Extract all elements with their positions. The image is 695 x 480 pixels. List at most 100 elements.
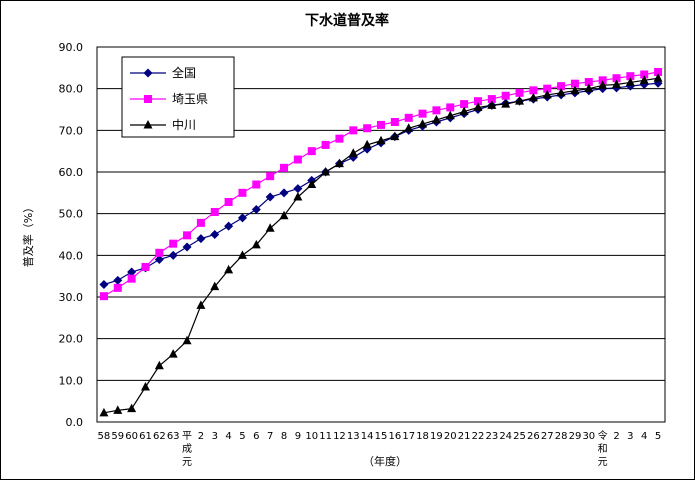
data-point-diamond [196,234,206,244]
x-tick-label: 3 [627,431,633,442]
data-point-triangle [196,300,206,309]
data-point-square [155,248,164,257]
x-tick-label: 24 [499,431,512,442]
legend-item: 全国 [130,65,196,80]
x-tick-label: 5 [655,431,661,442]
x-tick-label: 2 [613,431,619,442]
data-point-triangle [251,239,261,249]
data-point-square [144,95,152,103]
data-point-triangle [639,75,649,84]
y-tick-label: 40.0 [59,249,84,262]
y-tick-label: 90.0 [59,41,84,54]
data-point-triangle [570,85,580,95]
x-tick-label: 19 [430,431,443,442]
data-point-triangle [127,403,137,413]
data-point-diamond [293,184,303,194]
legend-item: 中川 [130,117,196,132]
legend-item: 埼玉県 [130,92,208,106]
data-point-triangle [459,106,469,116]
data-point-square [543,84,552,93]
x-tick-label: 23 [485,431,498,442]
data-point-triangle [140,382,150,391]
chart-title: 下水道普及率 [305,12,389,29]
data-point-triangle [473,102,483,111]
x-tick-label: 59 [111,431,124,442]
data-point-square [487,95,496,104]
data-point-triangle [99,407,109,417]
data-point-triangle [113,405,123,414]
data-point-square [529,86,538,95]
data-point-triangle [321,167,331,176]
data-point-square [460,100,469,109]
data-point-triangle [625,77,635,86]
y-axis-label: 普及率（%） [21,202,35,267]
data-point-square [515,88,524,97]
data-point-triangle [348,148,358,157]
data-point-triangle [362,139,372,149]
x-tick-label: 21 [458,431,471,442]
x-tick-label: 22 [472,431,485,442]
x-tick-label: 6 [253,431,259,442]
y-tick-label: 50.0 [59,208,84,221]
data-point-diamond [210,230,220,239]
x-tick-label: 58 [98,431,111,442]
data-point-triangle [182,335,192,345]
x-tick-label: 10 [305,431,318,442]
x-tick-label: 平 [182,431,192,442]
data-point-square [335,134,344,143]
plot-frame [96,46,666,423]
data-point-triangle [528,92,538,102]
data-point-square [501,91,510,100]
x-tick-label: 62 [153,431,166,442]
x-tick-label: 20 [444,431,457,442]
data-point-triangle [542,89,552,99]
x-tick-label: 15 [375,431,388,442]
data-point-square [113,283,122,292]
data-point-triangle [404,123,414,132]
data-point-square [349,126,358,135]
data-point-square [196,218,205,227]
data-point-triangle [612,79,622,88]
series-group [99,73,663,417]
data-point-triangle [265,223,275,232]
data-point-square [252,180,261,189]
data-point-diamond [113,275,123,285]
x-tick-label: 8 [281,431,287,442]
series-layer [99,68,663,417]
x-tick-label: 成 [182,443,192,455]
data-point-diamond [224,221,234,231]
data-point-square [446,103,455,112]
x-tick-label: 9 [295,431,301,442]
data-point-triangle [584,83,594,93]
data-point-square [377,120,385,129]
x-tick-label: 16 [388,431,401,442]
data-point-triangle [515,96,525,105]
series-group [99,68,663,301]
data-point-square [280,163,289,172]
data-point-square [224,198,233,206]
y-tick-label: 70.0 [59,124,84,137]
x-axis-label: （年度） [363,454,407,468]
data-point-diamond [143,68,153,78]
data-point-square [238,188,247,197]
data-point-triangle [556,87,566,97]
y-tick-label: 0.0 [66,416,84,429]
data-point-square [404,113,413,122]
data-point-square [99,292,108,301]
x-tick-label: 63 [167,431,180,442]
x-tick-label: 30 [582,431,595,442]
data-point-square [584,78,593,86]
y-tick-label: 60.0 [59,166,84,179]
data-point-diamond [154,255,164,264]
data-point-square [432,106,441,115]
data-point-triangle [154,360,164,370]
x-tick-label: 27 [541,431,554,442]
data-point-square [654,68,663,76]
data-point-triangle [598,80,608,89]
data-point-diamond [182,242,192,252]
